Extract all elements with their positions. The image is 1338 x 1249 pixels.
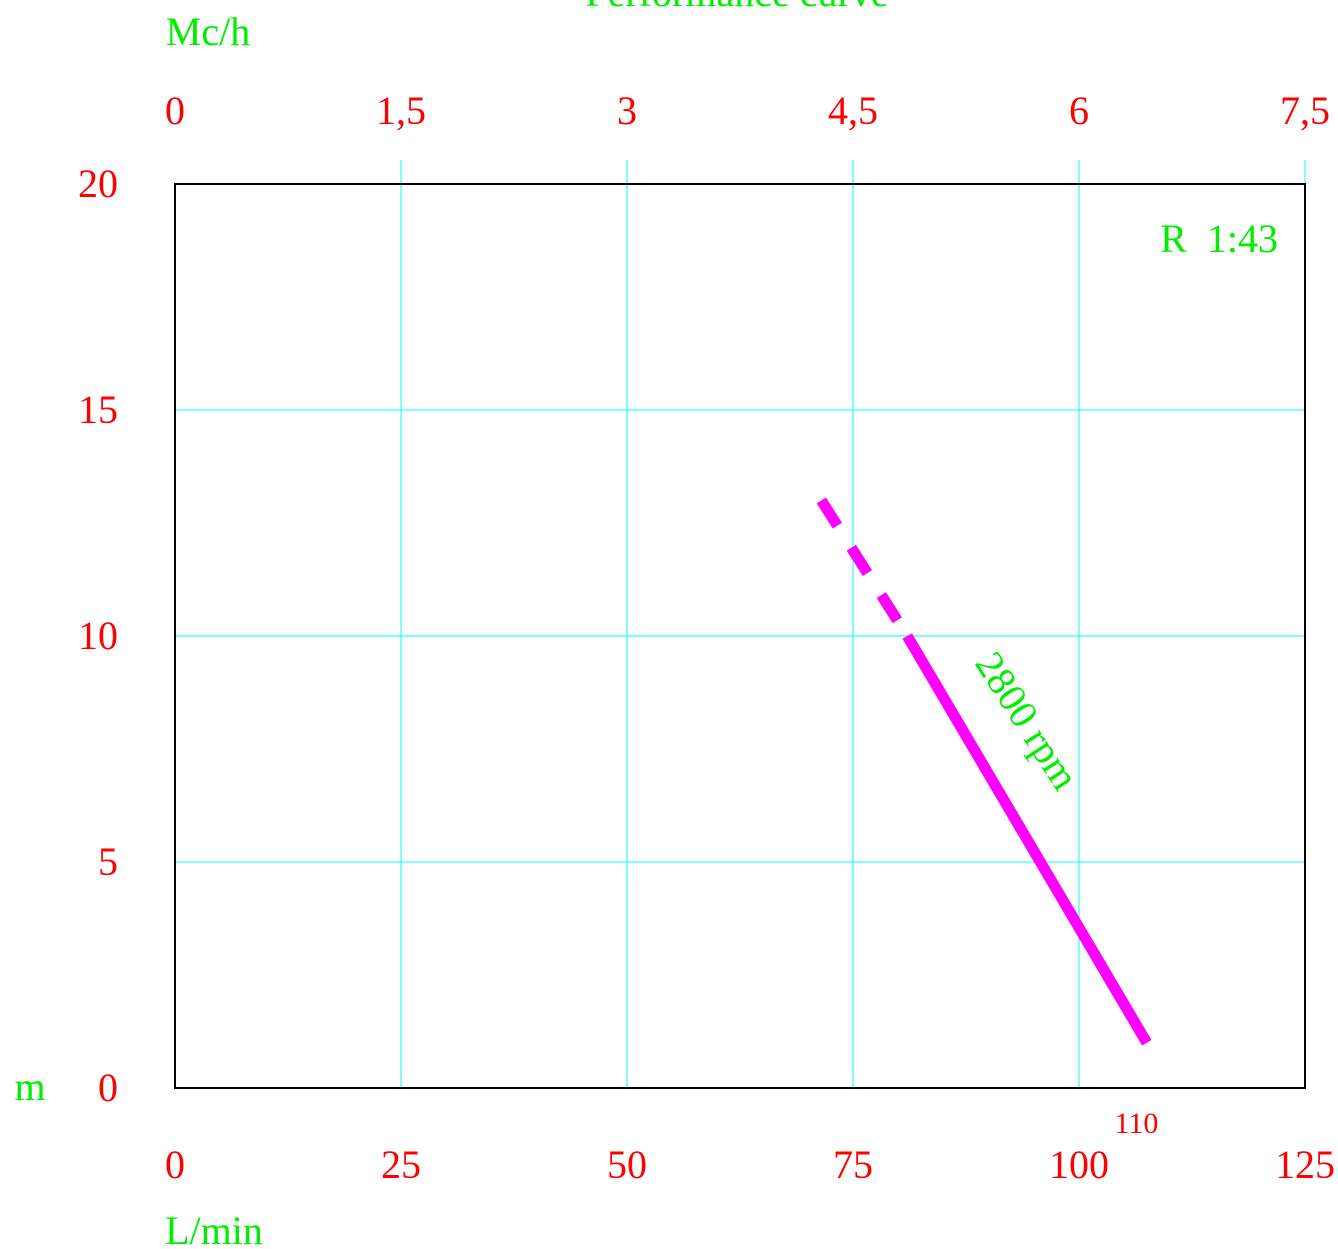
y-tick-label: 10 [78, 613, 118, 658]
x-axis-ticks: 0 25 50 75 100 125 [165, 1142, 1335, 1187]
x2-tick-label: 0 [165, 88, 185, 133]
curve-dashed-segment [816, 497, 912, 639]
y-tick-label: 15 [78, 387, 118, 432]
x-tick-label: 100 [1049, 1142, 1109, 1187]
x-axis-label: L/min [165, 1208, 263, 1249]
x2-axis-ticks: 0 1,5 3 4,5 6 7,5 [165, 88, 1330, 133]
x-tick-label: 25 [381, 1142, 421, 1187]
x2-tick-label: 6 [1069, 88, 1089, 133]
x2-tick-label: 3 [617, 88, 637, 133]
curve-solid-segment [902, 633, 1152, 1046]
chart-title: Performance curve [585, 0, 888, 15]
model-label: R 1:43 [1160, 216, 1278, 261]
x2-tick-label: 4,5 [828, 88, 878, 133]
x-tick-label: 75 [833, 1142, 873, 1187]
x-tick-label: 0 [165, 1142, 185, 1187]
y-axis-label: m [14, 1064, 45, 1109]
y-tick-label: 20 [78, 161, 118, 206]
x2-axis-label: Mc/h [166, 9, 250, 54]
y-axis-ticks: 0 5 10 15 20 [78, 161, 118, 1110]
plot-frame [174, 183, 1306, 1089]
end-marker-label: 110 [1114, 1107, 1158, 1140]
x2-tick-label: 7,5 [1280, 88, 1330, 133]
y-tick-label: 5 [98, 839, 118, 884]
x-tick-label: 50 [607, 1142, 647, 1187]
y-tick-label: 0 [98, 1065, 118, 1110]
x-tick-label: 125 [1275, 1142, 1335, 1187]
grid [175, 160, 1306, 1088]
curve-layer: 2800 rpm [816, 497, 1152, 1046]
x2-tick-label: 1,5 [376, 88, 426, 133]
